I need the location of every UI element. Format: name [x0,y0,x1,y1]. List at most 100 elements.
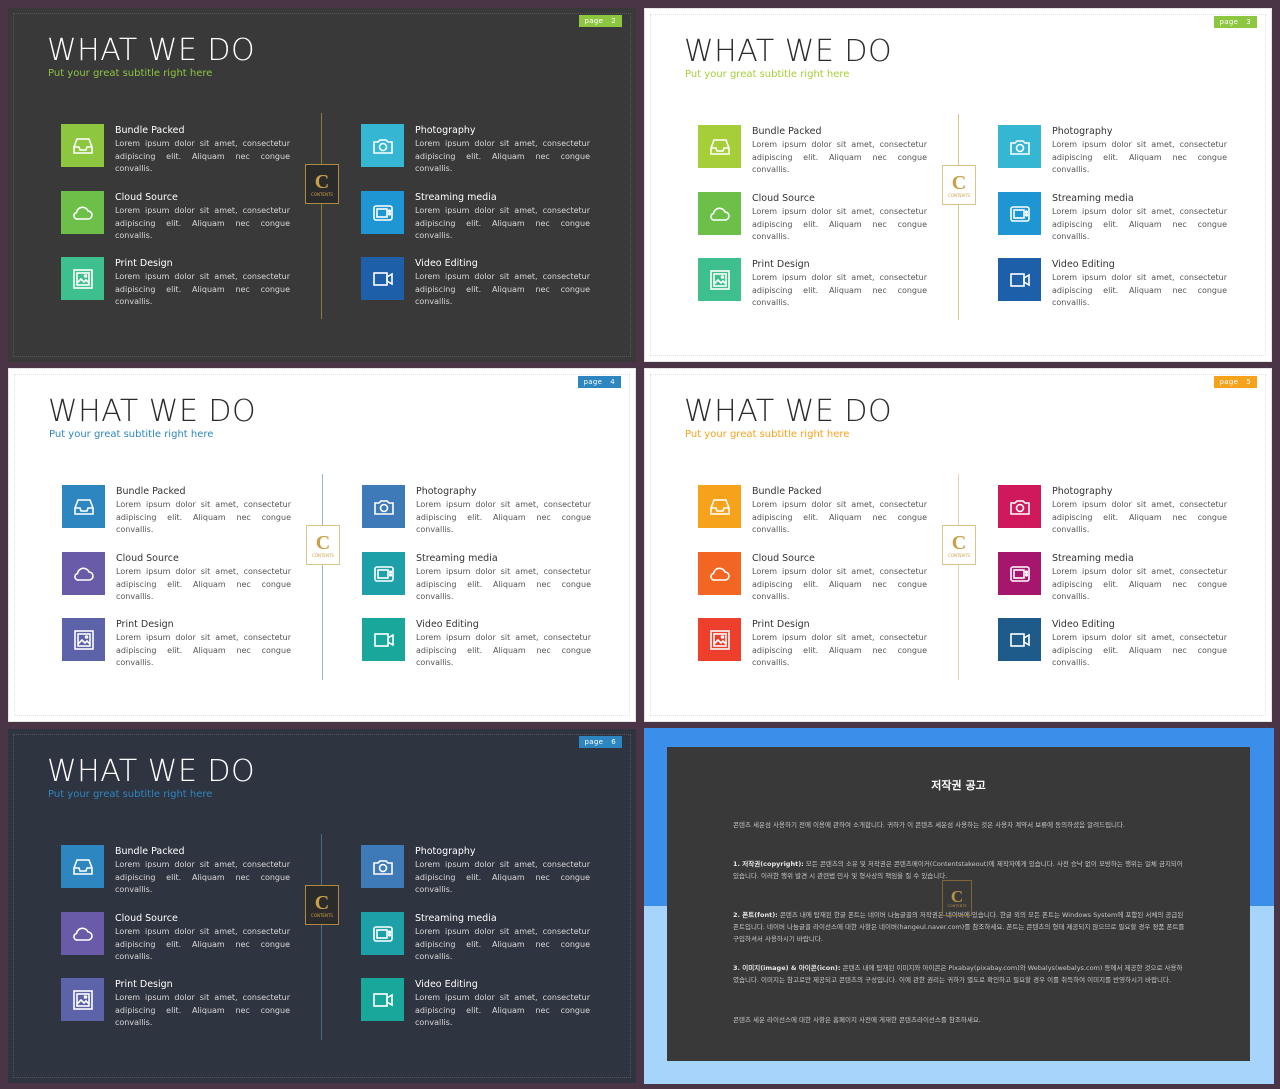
picture-icon [62,618,105,661]
feature-description: Lorem ipsum dolor sit amet, consectetur … [752,567,927,601]
camera-icon [361,124,404,167]
page-label: page [583,378,603,386]
slide-subtitle: Put your great subtitle right here [49,429,214,440]
cloud-icon [698,192,741,235]
inbox-icon [698,125,741,168]
camera-icon [998,125,1041,168]
feature-description: Lorem ipsum dolor sit amet, consectetur … [416,633,591,667]
page-label: page [1219,378,1239,386]
feature-description: Lorem ipsum dolor sit amet, consectetur … [416,567,591,601]
logo-text: CONTENTS [311,912,333,918]
tv-icon [361,191,404,234]
video-icon [361,978,404,1021]
slide-title: WHAT WE DO [47,33,256,68]
feature-title: Print Design [116,619,174,630]
feature-item: Video Editing Lorem ipsum dolor sit amet… [361,978,601,1027]
slide-3[interactable]: page 3 WHAT WE DO Put your great subtitle r… [644,8,1272,362]
feature-item: Bundle Packed Lorem ipsum dolor sit amet… [698,485,938,534]
page-number: 3 [1246,18,1251,26]
feature-title: Photography [1052,486,1113,497]
cloud-icon [61,912,104,955]
feature-title: Print Design [115,258,173,269]
feature-title: Cloud Source [115,913,178,924]
feature-title: Print Design [752,619,810,630]
feature-description: Lorem ipsum dolor sit amet, consectetur … [416,500,591,534]
feature-item: Print Design Lorem ipsum dolor sit amet,… [698,618,938,667]
logo-text: CONTENTS [312,552,334,558]
feature-description: Lorem ipsum dolor sit amet, consectetur … [415,927,590,961]
feature-title: Video Editing [415,258,478,269]
center-divider [958,474,959,680]
inbox-icon [62,485,105,528]
cloud-icon [62,552,105,595]
notice-panel: 저작권 공고 콘텐츠 세운섬 사용하기 전에 이용에 관하여 소개합니다. 귀하… [667,747,1250,1061]
feature-title: Bundle Packed [115,846,185,857]
page-label: page [584,738,604,746]
feature-description: Lorem ipsum dolor sit amet, consectetur … [115,860,290,894]
feature-description: Lorem ipsum dolor sit amet, consectetur … [115,206,290,240]
copyright-notice-slide: 저작권 공고 콘텐츠 세운섬 사용하기 전에 이용에 관하여 소개합니다. 귀하… [644,728,1274,1084]
inbox-icon [61,124,104,167]
notice-title: 저작권 공고 [931,779,986,792]
feature-item: Cloud Source Lorem ipsum dolor sit amet,… [698,192,938,241]
page-tag: page 2 [578,15,622,27]
page-label: page [1219,18,1239,26]
notice-copyright-heading: 1. 저작권(copyright): [733,860,804,868]
page-number: 4 [610,378,615,386]
contents-logo: C CONTENTS [305,164,339,204]
contents-logo: C CONTENTS [942,165,976,205]
feature-description: Lorem ipsum dolor sit amet, consectetur … [752,140,927,174]
feature-item: Streaming media Lorem ipsum dolor sit am… [362,552,602,601]
page-label: page [584,17,604,25]
feature-title: Streaming media [1052,193,1134,204]
tv-icon [998,192,1041,235]
feature-title: Video Editing [415,979,478,990]
feature-description: Lorem ipsum dolor sit amet, consectetur … [1052,273,1227,307]
center-divider [322,474,323,680]
page-tag: page 5 [1213,376,1257,388]
slide-4[interactable]: page 4 WHAT WE DO Put your great subtitle r… [8,368,636,722]
feature-description: Lorem ipsum dolor sit amet, consectetur … [115,272,290,306]
feature-item: Streaming media Lorem ipsum dolor sit am… [998,552,1238,601]
feature-title: Cloud Source [752,553,815,564]
video-icon [361,257,404,300]
feature-description: Lorem ipsum dolor sit amet, consectetur … [415,206,590,240]
feature-title: Cloud Source [115,192,178,203]
slide-title: WHAT WE DO [684,34,893,69]
feature-title: Video Editing [1052,619,1115,630]
video-icon [998,258,1041,301]
tv-icon [362,552,405,595]
notice-font-text: 콘텐츠 내에 탑재된 한글 폰트는 네이버 나눔글꼴의 저작권은 네이버에 있습… [733,911,1185,943]
feature-title: Bundle Packed [116,486,186,497]
feature-description: Lorem ipsum dolor sit amet, consectetur … [1052,567,1227,601]
feature-description: Lorem ipsum dolor sit amet, consectetur … [415,272,590,306]
slide-5[interactable]: page 5 WHAT WE DO Put your great subtitle r… [644,368,1272,722]
cloud-icon [61,191,104,234]
slide-6[interactable]: page 6 WHAT WE DO Put your great subtitle r… [8,729,636,1083]
feature-title: Streaming media [416,553,498,564]
notice-image-text: 콘텐츠 내에 탑재된 이미지와 아이콘은 Pixabay(pixabay.com… [733,964,1183,984]
feature-item: Photography Lorem ipsum dolor sit amet, … [362,485,602,534]
feature-description: Lorem ipsum dolor sit amet, consectetur … [1052,633,1227,667]
logo-text: CONTENTS [947,903,967,908]
page-tag: page 6 [578,736,622,748]
feature-title: Streaming media [415,192,497,203]
center-divider [321,834,322,1040]
feature-item: Print Design Lorem ipsum dolor sit amet,… [61,978,301,1027]
slide-2[interactable]: page 2 WHAT WE DO Put your great subtitle r… [8,8,636,362]
feature-title: Bundle Packed [752,126,822,137]
camera-icon [361,845,404,888]
notice-intro: 콘텐츠 세운섬 사용하기 전에 이용에 관하여 소개합니다. 귀하가 이 콘텐츠… [733,821,1126,829]
feature-item: Streaming media Lorem ipsum dolor sit am… [361,912,601,961]
feature-description: Lorem ipsum dolor sit amet, consectetur … [115,993,290,1027]
logo-letter: C [314,170,330,193]
feature-item: Photography Lorem ipsum dolor sit amet, … [998,485,1238,534]
feature-description: Lorem ipsum dolor sit amet, consectetur … [415,139,590,173]
feature-title: Photography [415,846,476,857]
feature-title: Photography [415,125,476,136]
slide-title: WHAT WE DO [47,754,256,789]
feature-item: Bundle Packed Lorem ipsum dolor sit amet… [698,125,938,174]
feature-item: Bundle Packed Lorem ipsum dolor sit amet… [61,124,301,173]
feature-item: Streaming media Lorem ipsum dolor sit am… [361,191,601,240]
page-tag: page 3 [1213,16,1257,28]
